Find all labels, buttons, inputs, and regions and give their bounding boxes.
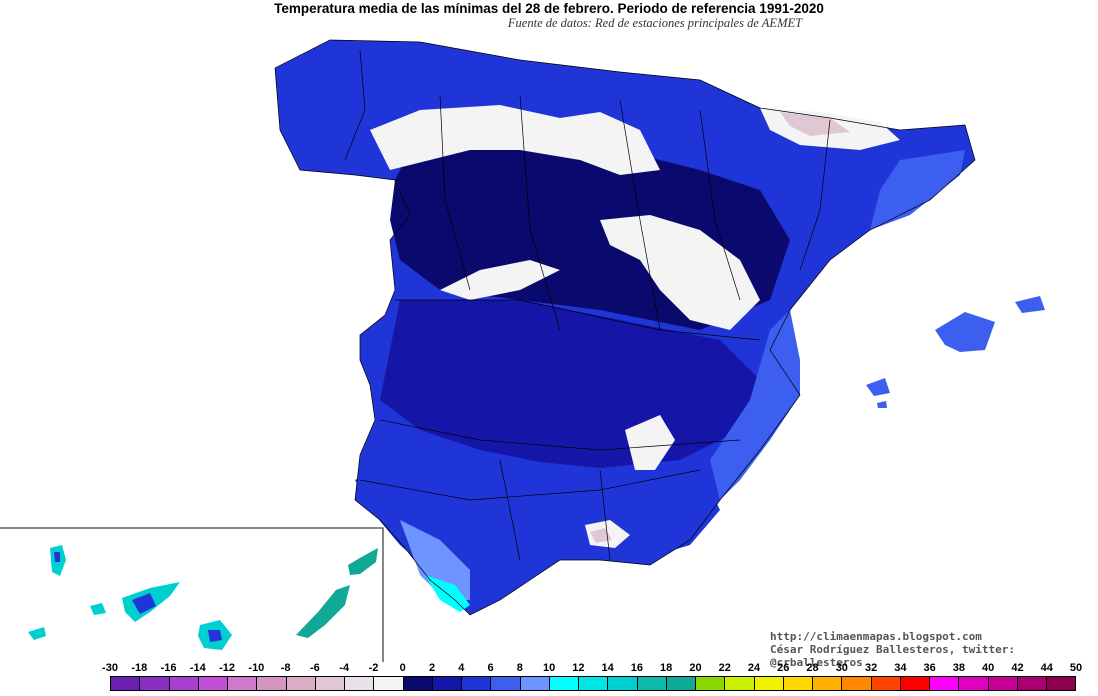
sierra-nevada-peaks	[590, 528, 612, 543]
legend-label: -8	[280, 662, 291, 674]
legend-swatch	[257, 677, 287, 690]
legend-swatch	[462, 677, 492, 690]
legend-label: 10	[542, 662, 556, 674]
legend-label: 18	[660, 662, 673, 674]
legend-swatch	[637, 677, 667, 690]
legend-label: 4	[458, 662, 465, 674]
legend-label: 32	[864, 662, 878, 674]
legend-label: -30	[102, 662, 118, 674]
legend-swatch	[111, 677, 141, 690]
legend-swatch	[608, 677, 638, 690]
legend-label: -16	[160, 662, 177, 674]
gran-canaria-core	[208, 630, 222, 642]
legend-label: 14	[601, 662, 614, 674]
legend-label: 34	[894, 662, 907, 674]
legend-label: -14	[189, 662, 206, 674]
map-title: Temperatura media de las mínimas del 28 …	[274, 1, 824, 16]
legend-label: 28	[806, 662, 819, 674]
legend-swatch	[1017, 677, 1047, 690]
legend-swatch	[871, 677, 901, 690]
legend-swatch	[813, 677, 843, 690]
legend-swatch	[988, 677, 1018, 690]
legend-swatch	[754, 677, 784, 690]
legend-label: -12	[219, 662, 236, 674]
legend-label: 26	[777, 662, 790, 674]
legend-label: 2	[428, 662, 436, 674]
cantabrian-mountains	[370, 105, 660, 175]
legend-swatch	[666, 677, 696, 690]
menorca	[1015, 296, 1045, 313]
catalonia-coast	[870, 150, 965, 230]
lanzarote	[348, 548, 378, 575]
legend-swatch	[842, 677, 872, 690]
northwest-region	[275, 40, 360, 170]
legend-labels: -30 -18 -16 -14 -12 -10 -8 -6 -4 -2 0 2 4 6 8 10 12 14 16 1…	[0, 662, 1098, 676]
legend-swatch	[783, 677, 813, 690]
legend-swatch	[374, 677, 404, 690]
legend-label: 36	[923, 662, 936, 674]
credits-block: http://climaenmapas.blogspot.com César R…	[770, 630, 1098, 669]
el-hierro	[28, 627, 46, 640]
legend-swatch	[315, 677, 345, 690]
legend-label: 20	[689, 662, 702, 674]
la-gomera	[90, 603, 106, 615]
legend-swatch	[959, 677, 989, 690]
legend-label: 22	[718, 662, 731, 674]
legend-label: 16	[630, 662, 644, 674]
mallorca	[935, 312, 995, 352]
legend-swatch	[228, 677, 258, 690]
legend-swatch	[696, 677, 726, 690]
legend-swatch	[198, 677, 228, 690]
legend-swatch	[520, 677, 550, 690]
legend-swatch	[579, 677, 609, 690]
legend-label: 6	[487, 662, 494, 674]
legend-swatch	[432, 677, 462, 690]
iberian-system	[600, 215, 760, 330]
legend-label: -18	[131, 662, 148, 674]
legend-label: 38	[952, 662, 966, 674]
legend-label: 40	[982, 662, 995, 674]
fuerteventura	[296, 585, 350, 638]
ibiza	[866, 378, 890, 396]
map-subtitle: Fuente de datos: Red de estaciones princ…	[507, 16, 803, 30]
legend-swatch	[491, 677, 521, 690]
legend-label: -4	[339, 662, 350, 674]
legend-label: -10	[248, 662, 265, 674]
legend-label: 24	[747, 662, 761, 674]
legend-swatch	[286, 677, 316, 690]
legend-label: 44	[1040, 662, 1053, 674]
legend-label: -6	[310, 662, 320, 674]
la-palma-core	[54, 552, 60, 562]
legend-label: 30	[835, 662, 848, 674]
tenerife-teide	[132, 593, 156, 614]
legend-swatch	[725, 677, 755, 690]
legend-swatch	[140, 677, 170, 690]
legend-label: 8	[516, 662, 523, 674]
legend-swatch	[403, 677, 433, 690]
mediterranean-coast	[710, 310, 800, 500]
legend-colorbar	[110, 676, 1076, 691]
legend-label: 50	[1069, 662, 1083, 674]
legend-swatch	[900, 677, 930, 690]
gulf-cadiz-area	[400, 520, 470, 600]
legend-swatch	[1047, 677, 1076, 690]
formentera	[877, 401, 887, 408]
pyrenees-peaks	[780, 112, 850, 136]
legend-label: 0	[399, 662, 406, 674]
legend-swatch	[345, 677, 375, 690]
legend-swatch	[169, 677, 199, 690]
author-credit: César Rodríguez Ballesteros, twitter: @c…	[770, 643, 1016, 669]
legend-label: -2	[368, 662, 379, 674]
strait-warm-area	[425, 575, 470, 612]
baetic-mountains	[625, 415, 675, 470]
legend-label: 42	[1011, 662, 1024, 674]
blog-credit: http://climaenmapas.blogspot.com	[770, 630, 982, 643]
region-borders	[274, 39, 976, 616]
legend-swatch	[930, 677, 960, 690]
canary-inset-frame	[0, 527, 384, 662]
legend-label: 12	[572, 662, 585, 674]
legend-swatch	[549, 677, 579, 690]
